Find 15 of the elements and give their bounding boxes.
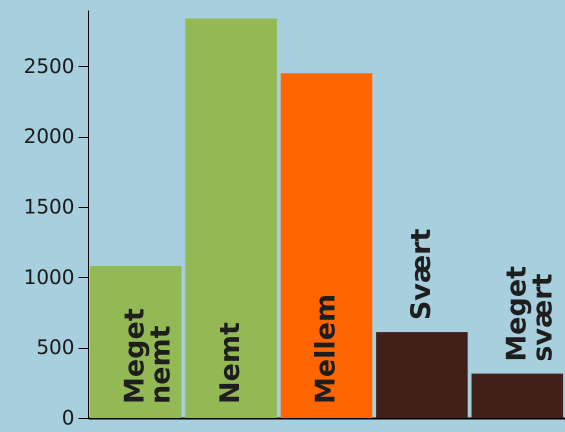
bar [280,73,372,418]
x-tick-label: Mellem [310,294,342,404]
y-tick-label: 0 [62,406,74,430]
y-tick-label: 1000 [24,264,74,289]
y-tick-label: 2500 [24,54,74,78]
y-tick-label: 2000 [24,124,74,148]
x-tick-label: Meget svært [501,266,558,362]
y-tick-label: 1500 [24,194,74,218]
bar [376,332,468,418]
x-tick-label: Nemt [215,322,246,404]
x-tick-label: Svært [406,228,437,320]
bar [185,18,277,418]
y-tick-label: 500 [36,335,74,360]
x-tick-label: Meget nemt [120,308,177,404]
bar [472,374,564,418]
